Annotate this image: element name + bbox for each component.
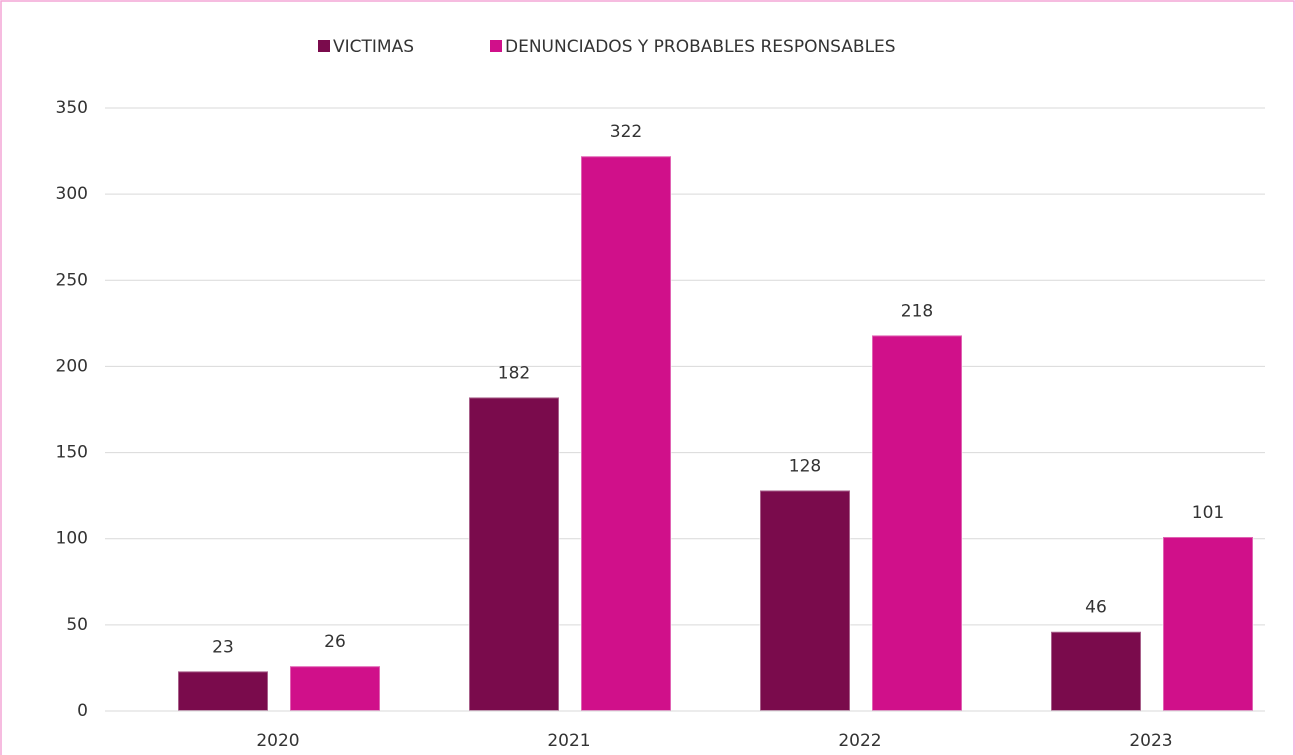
legend-swatch	[490, 40, 502, 52]
bar	[580, 155, 672, 713]
data-label: 23	[212, 637, 234, 657]
data-label: 218	[901, 301, 933, 321]
data-label: 128	[789, 456, 821, 476]
data-label: 322	[610, 122, 642, 142]
legend-label: DENUNCIADOS Y PROBABLES RESPONSABLES	[505, 37, 896, 57]
legend-swatch	[318, 40, 330, 52]
bar	[1162, 535, 1254, 713]
y-tick-label: 300	[56, 184, 88, 204]
y-tick-label: 150	[56, 443, 88, 463]
y-tick-label: 200	[56, 356, 88, 376]
x-tick-label: 2021	[547, 731, 590, 751]
bar	[871, 334, 963, 712]
y-tick-label: 50	[66, 615, 88, 635]
x-tick-label: 2023	[1129, 731, 1172, 751]
x-tick-label: 2022	[838, 731, 881, 751]
bar	[1050, 630, 1142, 713]
bar	[289, 665, 381, 712]
data-label: 46	[1085, 598, 1107, 618]
data-label: 101	[1192, 503, 1224, 523]
y-tick-label: 350	[56, 98, 88, 118]
bar	[468, 396, 560, 712]
legend-label: VICTIMAS	[333, 37, 414, 57]
data-label: 182	[498, 363, 530, 383]
data-label: 26	[324, 632, 346, 652]
x-tick-label: 2020	[256, 731, 299, 751]
y-tick-label: 100	[56, 529, 88, 549]
bar	[759, 489, 851, 712]
y-tick-label: 250	[56, 270, 88, 290]
bar	[177, 670, 269, 712]
y-tick-label: 0	[77, 701, 88, 721]
